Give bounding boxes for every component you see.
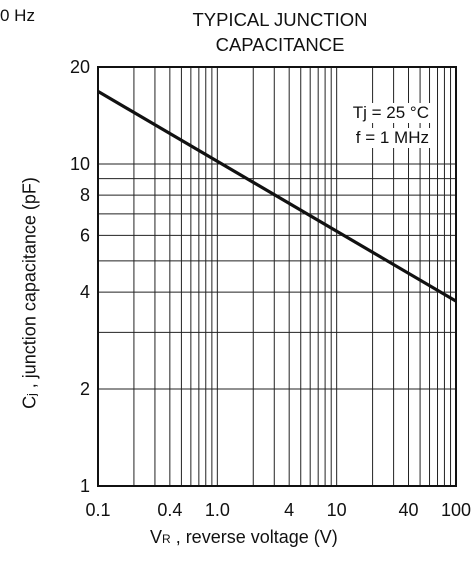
y-tick-label: 4 — [80, 282, 90, 302]
frequency-annotation: f = 1 MHz — [352, 128, 432, 148]
grid-layer — [98, 67, 456, 486]
y-axis-label: Cj , junction capacitance (pF) — [20, 177, 41, 409]
x-tick-label: 4 — [284, 500, 294, 520]
x-tick-label: 40 — [398, 500, 418, 520]
x-axis-label: VR , reverse voltage (V) — [150, 527, 338, 548]
y-tick-label: 10 — [70, 154, 90, 174]
chart-title-line-2: CAPACITANCE — [215, 34, 345, 55]
y-tick-label: 2 — [80, 379, 90, 399]
x-tick-label: 0.1 — [85, 500, 110, 520]
capacitance-curve — [97, 90, 457, 303]
y-axis-label-text: , junction capacitance (pF) — [19, 177, 40, 394]
x-tick-label: 100 — [441, 500, 471, 520]
y-tick-label: 20 — [70, 57, 90, 77]
x-axis-label-text: , reverse voltage (V) — [170, 527, 338, 547]
series-layer — [97, 90, 457, 303]
x-tick-label: 0.4 — [157, 500, 182, 520]
y-tick-label: 8 — [80, 185, 90, 205]
x-axis-symbol: V — [150, 527, 163, 547]
tick-label-layer: 0.1 0.4 1.0 4 10 40 100 1 2 4 6 8 10 20 — [70, 57, 471, 520]
chart-header-fragment: 0 Hz — [0, 6, 35, 25]
x-tick-label: 10 — [327, 500, 347, 520]
y-axis-symbol: C — [19, 395, 40, 409]
x-axis-subscript: R — [162, 532, 171, 546]
plot-frame — [97, 66, 457, 487]
y-tick-label: 1 — [80, 476, 90, 496]
x-tick-label: 1.0 — [205, 500, 230, 520]
y-axis-subscript: j — [24, 393, 39, 396]
chart-title-line-1: TYPICAL JUNCTION — [192, 9, 368, 30]
temperature-annotation: Tj = 25 °C — [349, 103, 432, 123]
y-tick-label: 6 — [80, 225, 90, 245]
